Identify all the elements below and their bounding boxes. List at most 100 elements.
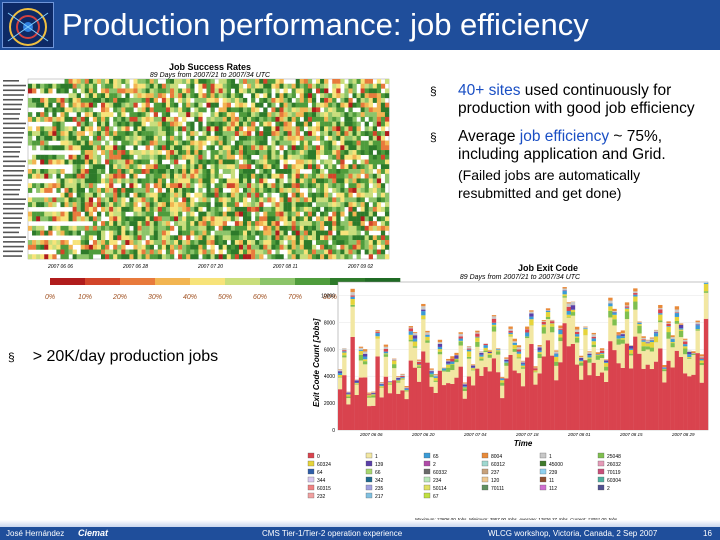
heatmap-cell bbox=[275, 230, 280, 236]
heatmap-cell bbox=[165, 249, 171, 255]
heatmap-cell bbox=[336, 102, 341, 108]
heatmap-cell bbox=[360, 131, 365, 137]
heatmap-cell bbox=[222, 140, 227, 146]
heatmap-cell bbox=[311, 192, 317, 198]
heatmap-cell bbox=[72, 240, 77, 245]
heatmap-cell bbox=[64, 83, 69, 89]
heatmap-cell bbox=[153, 140, 158, 146]
exit-bar-segment bbox=[691, 374, 696, 430]
heatmap-cell bbox=[320, 249, 325, 255]
heatmap-cell bbox=[247, 178, 252, 184]
heatmap-cell bbox=[109, 83, 114, 89]
heatmap-cell bbox=[328, 225, 333, 231]
heatmap-cell bbox=[113, 230, 118, 236]
heatmap-cell bbox=[190, 131, 195, 137]
heatmap-cell bbox=[161, 244, 167, 250]
heatmap-cell bbox=[271, 116, 276, 122]
heatmap-cell bbox=[109, 211, 114, 217]
heatmap-cell bbox=[149, 140, 154, 146]
heatmap-cell bbox=[226, 159, 232, 165]
heatmap-cell bbox=[137, 169, 142, 174]
heatmap-cell bbox=[129, 116, 134, 122]
heatmap-cell bbox=[129, 169, 134, 174]
heatmap-cell bbox=[125, 154, 130, 160]
heatmap-cell bbox=[307, 206, 313, 212]
exit-bar-segment bbox=[624, 311, 630, 320]
exit-bar-segment bbox=[500, 376, 505, 378]
heatmap-cell bbox=[336, 221, 341, 227]
heatmap-cell bbox=[238, 97, 244, 103]
heatmap-cell bbox=[263, 112, 268, 118]
heatmap-cell bbox=[84, 202, 90, 208]
heatmap-cell bbox=[234, 116, 240, 122]
heatmap-cell bbox=[88, 93, 94, 99]
heatmap-cell bbox=[198, 88, 203, 94]
heatmap-cell bbox=[210, 159, 215, 165]
heatmap-cell bbox=[84, 116, 90, 122]
heatmap-cell bbox=[218, 140, 223, 146]
exit-bar-segment bbox=[587, 353, 592, 356]
exit-bar-segment bbox=[641, 336, 646, 338]
heatmap-cell bbox=[230, 126, 236, 132]
heatmap-cell bbox=[210, 221, 215, 227]
heatmap-cell bbox=[198, 126, 203, 132]
exit-bar-segment bbox=[649, 351, 655, 370]
heatmap-cell bbox=[161, 145, 167, 151]
heatmap-cell bbox=[32, 202, 37, 208]
heatmap-cell bbox=[283, 107, 288, 113]
heatmap-cell bbox=[332, 173, 337, 179]
heatmap-cell bbox=[40, 145, 45, 151]
site-label-mark bbox=[3, 255, 22, 257]
heatmap-cell bbox=[234, 230, 240, 236]
heatmap-cell bbox=[242, 183, 248, 189]
heatmap-cell bbox=[198, 187, 203, 193]
heatmap-cell bbox=[214, 140, 219, 146]
heatmap-cell bbox=[238, 183, 244, 189]
legend-swatch bbox=[307, 468, 315, 475]
heatmap-cell bbox=[174, 216, 179, 222]
heatmap-cell bbox=[84, 211, 90, 217]
heatmap-cell bbox=[72, 154, 77, 160]
heatmap-cell bbox=[101, 221, 106, 227]
heatmap-cell bbox=[194, 202, 199, 208]
heatmap-cell bbox=[320, 112, 325, 118]
heatmap-cell bbox=[190, 197, 195, 203]
heatmap-cell bbox=[307, 235, 313, 241]
heatmap-cell bbox=[36, 187, 41, 193]
heatmap-cell bbox=[60, 225, 65, 231]
heatmap-cell bbox=[218, 254, 223, 260]
exit-bar-segment bbox=[392, 358, 397, 360]
heatmap-cell bbox=[251, 173, 256, 179]
heatmap-cell bbox=[182, 244, 187, 250]
heatmap-cell bbox=[324, 211, 329, 217]
heatmap-cell bbox=[36, 131, 41, 137]
heatmap-cell bbox=[384, 197, 390, 203]
heatmap-cell bbox=[287, 145, 292, 151]
heatmap-subtitle: 89 Days from 2007/21 to 2007/34 UTC bbox=[150, 72, 271, 79]
heatmap-cell bbox=[92, 159, 98, 165]
heatmap-cell bbox=[307, 183, 313, 189]
heatmap-cell bbox=[117, 173, 122, 179]
heatmap-cell bbox=[324, 240, 329, 245]
heatmap-cell bbox=[64, 254, 69, 260]
color-scale-segment bbox=[50, 278, 86, 285]
heatmap-cell bbox=[206, 206, 211, 212]
heatmap-cell bbox=[279, 107, 284, 113]
heatmap-cell bbox=[60, 83, 65, 89]
heatmap-cell bbox=[56, 154, 61, 160]
heatmap-cell bbox=[376, 83, 382, 89]
heatmap-cell bbox=[299, 206, 305, 212]
heatmap-cell bbox=[263, 83, 268, 89]
heatmap-cell bbox=[178, 225, 183, 231]
heatmap-cell bbox=[206, 183, 211, 189]
heatmap-cell bbox=[105, 159, 110, 165]
heatmap-cell bbox=[380, 154, 386, 160]
heatmap-cell bbox=[307, 254, 313, 260]
heatmap-cell bbox=[238, 121, 244, 127]
legend-swatch bbox=[597, 484, 605, 491]
heatmap-cell bbox=[198, 178, 203, 184]
heatmap-cell bbox=[210, 254, 215, 260]
exit-bar-segment bbox=[633, 291, 638, 294]
exit-bar-segment bbox=[687, 358, 692, 359]
heatmap-cell bbox=[287, 169, 292, 174]
